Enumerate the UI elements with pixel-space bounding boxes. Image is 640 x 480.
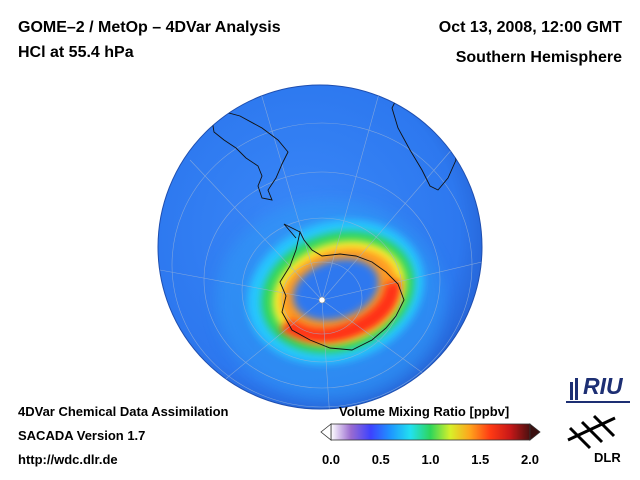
riu-logo-text: RIU [583, 373, 623, 399]
south-america-coast [211, 111, 289, 201]
date-label: Oct 13, 2008, 12:00 GMT [438, 19, 622, 36]
colorbar [320, 423, 541, 441]
title-line-2: HCl at 55.4 hPa [18, 44, 134, 61]
colorbar-tick: 0.5 [371, 452, 390, 467]
colorbar-min-arrow [320, 423, 332, 441]
dlr-logo-text: DLR [594, 450, 621, 465]
ring-red-arc [279, 279, 401, 344]
hemisphere-label: Southern Hemisphere [455, 49, 622, 66]
colorbar-title: Volume Mixing Ratio [ppbv] [339, 404, 510, 419]
footer-line-1: 4DVar Chemical Data Assimilation [18, 404, 229, 419]
hcl-collar [247, 219, 424, 365]
colorbar-tick: 1.5 [471, 452, 490, 467]
antarctic-peninsula [283, 223, 301, 239]
colorbar-max-arrow [529, 423, 541, 441]
colorbar-tick: 1.0 [421, 452, 440, 467]
south-pole-marker [318, 296, 326, 304]
riu-logo-mark [566, 378, 630, 403]
title-line-1: GOME–2 / MetOp – 4DVar Analysis [18, 19, 281, 36]
graticule [159, 89, 482, 409]
colorbar-tick: 2.0 [520, 452, 540, 467]
antarctica-coast [279, 230, 405, 351]
footer-line-2: SACADA Version 1.7 [18, 428, 146, 443]
dlr-logo-mark [567, 414, 616, 450]
footer-url[interactable]: http://wdc.dlr.de [18, 452, 118, 467]
colorbar-gradient [330, 423, 531, 441]
colorbar-tick: 0.0 [321, 452, 341, 467]
